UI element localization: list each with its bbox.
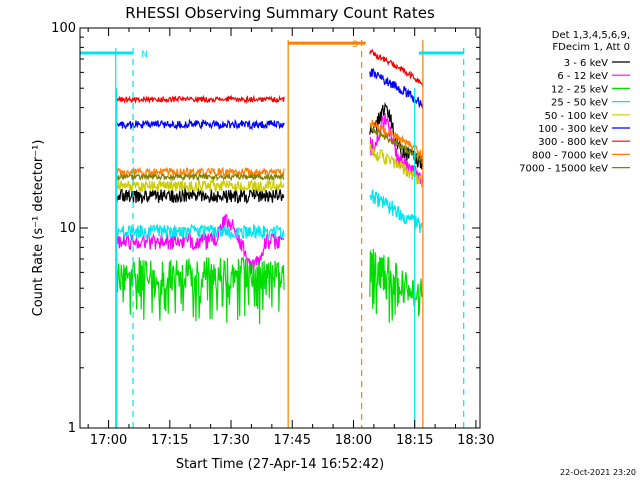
chart-title: RHESSI Observing Summary Count Rates <box>125 4 435 22</box>
x-tick-label: 17:45 <box>274 433 311 448</box>
series-12-25kev <box>116 248 424 325</box>
series-6-12kev <box>116 113 424 275</box>
series-line-segment-1 <box>116 172 285 182</box>
flag-label: S <box>352 40 358 50</box>
legend-entry-label: 3 - 6 keV <box>564 58 608 69</box>
x-tick-label: 18:15 <box>396 433 433 448</box>
series-line-segment-2 <box>369 125 424 165</box>
series-line-segment-1 <box>116 222 285 241</box>
series-line-segment-2 <box>369 48 424 88</box>
y-tick-label: 100 <box>51 21 76 36</box>
x-tick-label: 17:30 <box>212 433 249 448</box>
series-line-segment-1 <box>116 186 285 205</box>
legend-entry-label: 800 - 7000 keV <box>532 150 608 161</box>
flag-label: N <box>141 50 148 60</box>
x-axis-label: Start Time (27-Apr-14 16:52:42) <box>176 457 384 472</box>
series-line-segment-2 <box>369 248 424 323</box>
series-300-800kev <box>116 48 424 105</box>
legend-header-line: Det 1,3,4,5,6,9, <box>552 30 630 41</box>
series-line-segment-1 <box>116 179 285 194</box>
series-line-segment-2 <box>369 113 424 188</box>
x-tick-label: 17:00 <box>90 433 127 448</box>
y-axis-label: Count Rate (s⁻¹ detector⁻¹) <box>31 140 46 317</box>
series-line-segment-1 <box>116 118 285 131</box>
series-line-segment-1 <box>116 257 285 325</box>
series-25-50kev <box>116 189 424 241</box>
y-tick-label: 1 <box>68 421 76 436</box>
legend-entry-label: 6 - 12 keV <box>557 71 608 82</box>
footer-date: 22-Oct-2021 23:20 <box>560 468 636 477</box>
series-50-100kev <box>116 143 424 194</box>
series-line-segment-2 <box>369 189 424 234</box>
legend-entry-label: 300 - 800 keV <box>538 137 608 148</box>
x-tick-label: 17:15 <box>151 433 188 448</box>
x-tick-label: 18:00 <box>335 433 372 448</box>
legend-entry-label: 50 - 100 keV <box>545 111 609 122</box>
legend-header-line: FDecim 1, Att 0 <box>552 42 630 53</box>
series-100-300kev <box>116 68 424 131</box>
legend-entry-label: 7000 - 15000 keV <box>519 164 608 175</box>
series-line-segment-2 <box>369 143 424 189</box>
legend-entry-label: 25 - 50 keV <box>551 98 608 109</box>
series-line-segment-1 <box>116 94 285 105</box>
x-tick-label: 18:30 <box>457 433 494 448</box>
legend-entry-label: 100 - 300 keV <box>538 124 608 135</box>
series-7000-15000kev <box>116 125 424 182</box>
y-tick-label: 10 <box>59 221 76 236</box>
legend-entry-label: 12 - 25 keV <box>551 84 608 95</box>
series-line-segment-1 <box>116 214 285 275</box>
series-line-segment-2 <box>369 68 424 110</box>
